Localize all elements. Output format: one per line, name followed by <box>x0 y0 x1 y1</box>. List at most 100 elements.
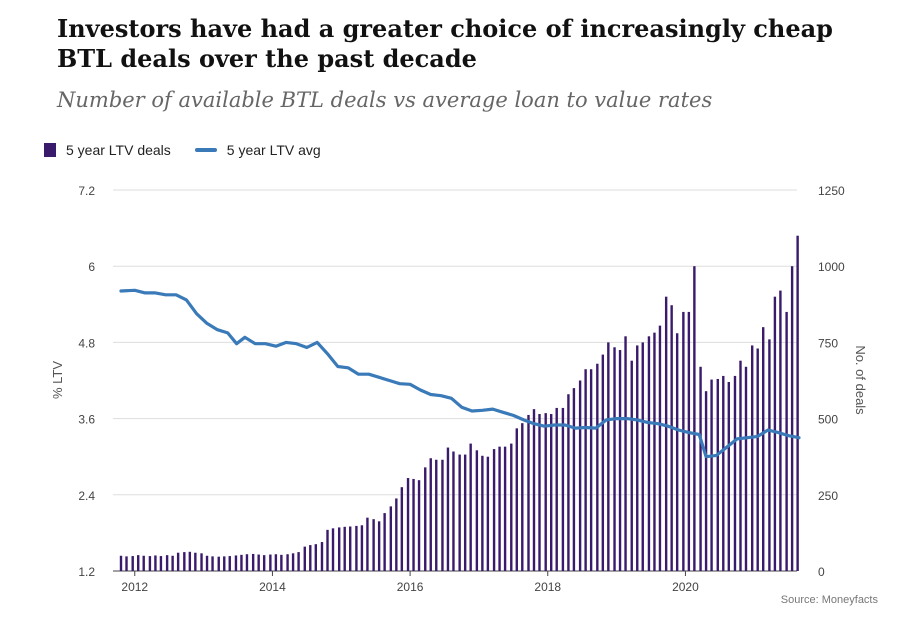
bar-deals <box>205 555 209 571</box>
chart-title: Investors have had a greater choice of i… <box>57 14 833 73</box>
chart-subtitle: Number of available BTL deals vs average… <box>57 88 713 112</box>
bar-deals <box>790 266 794 571</box>
bar-deals <box>291 553 295 571</box>
bar-deals <box>647 336 651 571</box>
bar-deals <box>458 454 461 571</box>
bar-deals <box>475 450 479 571</box>
bar-deals <box>262 555 266 571</box>
bar-deals <box>441 459 444 571</box>
bar-deals <box>503 446 507 571</box>
bar-deals <box>303 546 306 571</box>
bar-deals <box>125 556 128 571</box>
bar-deals <box>532 409 536 571</box>
bar-deals <box>137 555 140 571</box>
bar-deals <box>693 266 696 571</box>
bar-deals <box>641 342 644 571</box>
bar-deals <box>355 525 358 571</box>
bar-deals <box>165 555 169 571</box>
bar-deals <box>463 454 467 571</box>
left-tick-label: 6 <box>88 260 95 274</box>
bar-deals <box>510 443 513 571</box>
right-tick-label: 500 <box>818 413 838 427</box>
bar-deals <box>176 552 180 571</box>
bar-deals <box>675 333 679 571</box>
bar-deals <box>366 517 369 571</box>
bar-deals <box>658 325 662 571</box>
bar-deals <box>228 556 231 571</box>
left-tick-label: 3.6 <box>78 413 95 427</box>
bar-deals <box>744 366 748 571</box>
left-tick-label: 1.2 <box>78 565 95 579</box>
bar-deals <box>699 366 702 571</box>
x-tick-label: 2012 <box>121 580 148 594</box>
bar-deals <box>424 467 427 571</box>
series-line-ltv-avg <box>119 288 801 459</box>
bar-deals <box>469 443 472 571</box>
left-axis-title: % LTV <box>50 361 65 399</box>
right-axis-title: No. of deals <box>853 345 868 415</box>
bar-deals <box>481 455 484 571</box>
bar-deals <box>154 555 157 571</box>
right-tick-label: 1250 <box>818 184 845 198</box>
bar-deals <box>119 555 123 571</box>
bar-deals <box>257 554 260 571</box>
bar-deals <box>200 553 203 571</box>
bar-deals <box>768 339 771 571</box>
bar-deals <box>372 519 375 571</box>
bar-deals <box>601 354 605 571</box>
bar-deals <box>756 348 759 571</box>
bar-deals <box>395 498 398 571</box>
bar-deals <box>515 428 518 571</box>
bar-deals <box>142 555 145 571</box>
bar-deals <box>561 407 565 571</box>
x-tick-label: 2016 <box>397 580 424 594</box>
bar-deals <box>377 521 381 571</box>
bar-deals <box>624 336 627 571</box>
legend-label-avg: 5 year LTV avg <box>226 142 321 158</box>
x-tick-label: 2014 <box>259 580 286 594</box>
bar-deals <box>538 414 541 571</box>
left-tick-label: 7.2 <box>78 184 95 198</box>
bar-deals <box>286 554 289 571</box>
bar-deals <box>211 556 214 571</box>
right-tick-label: 250 <box>818 489 838 503</box>
bar-deals <box>492 449 496 571</box>
bar-deals <box>796 235 799 571</box>
bar-deals <box>269 554 272 571</box>
bar-deals <box>727 382 730 571</box>
right-tick-label: 0 <box>818 565 825 579</box>
bar-deals <box>343 526 346 571</box>
bar-deals <box>687 311 691 571</box>
bar-deals <box>733 375 737 571</box>
left-tick-label: 2.4 <box>78 489 95 503</box>
legend-item-deals: 5 year LTV deals <box>44 142 171 158</box>
bar-deals <box>762 327 765 571</box>
bar-deals <box>274 554 278 571</box>
bar-deals <box>739 360 742 571</box>
bar-deals <box>240 554 243 571</box>
bar-deals <box>360 525 364 571</box>
bar-deals <box>171 555 174 571</box>
chart-legend: 5 year LTV deals 5 year LTV avg <box>44 142 345 158</box>
source-note: Source: Moneyfacts <box>780 594 878 606</box>
bar-deals <box>389 506 393 571</box>
bar-deals <box>234 555 238 571</box>
bar-deals <box>406 478 410 571</box>
legend-label-deals: 5 year LTV deals <box>66 142 171 158</box>
bar-deals <box>555 407 558 571</box>
legend-item-avg: 5 year LTV avg <box>194 142 321 158</box>
bar-deals <box>320 542 324 571</box>
bar-deals <box>607 342 610 571</box>
bar-deals <box>596 363 599 571</box>
bar-deals <box>429 458 432 571</box>
bar-deals <box>446 447 450 571</box>
bar-deals <box>578 380 582 571</box>
bar-deals <box>521 423 524 571</box>
bar-deals <box>498 446 501 571</box>
bar-deals <box>527 414 530 571</box>
x-tick-label: 2020 <box>672 580 699 594</box>
bar-deals <box>750 345 754 571</box>
bar-deals <box>314 544 317 571</box>
bar-deals <box>710 379 713 571</box>
